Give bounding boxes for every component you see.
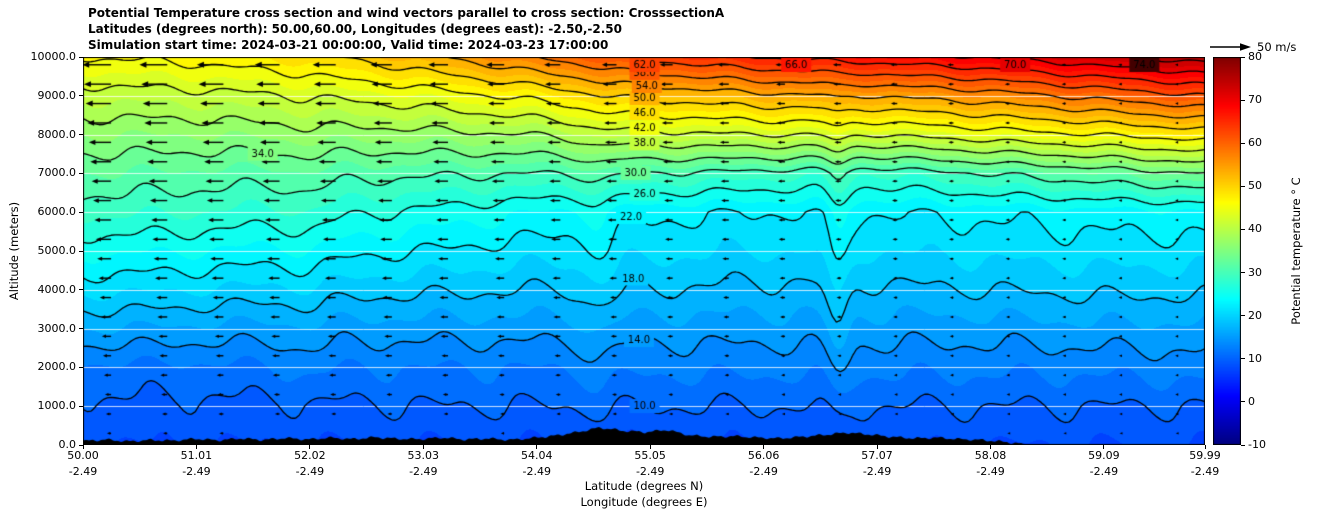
x-tick-mark bbox=[1204, 445, 1206, 449]
colorbar-tick-label: -10 bbox=[1248, 438, 1266, 451]
x-tick-label: 51.01 -2.49 bbox=[180, 449, 213, 478]
y-tick-mark bbox=[79, 289, 83, 291]
colorbar-tick-mark bbox=[1241, 56, 1245, 58]
x-tick-mark bbox=[1103, 445, 1105, 449]
colorbar-tick-label: 70 bbox=[1248, 93, 1262, 107]
y-tick-label: 1000.0 bbox=[37, 399, 77, 413]
x-axis-label-longitude: Longitude (degrees E) bbox=[580, 495, 708, 509]
colorbar-tick-label: 10 bbox=[1248, 351, 1262, 365]
cross-section-plot-canvas bbox=[83, 57, 1205, 445]
y-tick-mark bbox=[79, 328, 83, 330]
chart-title: Potential Temperature cross section and … bbox=[88, 5, 724, 53]
x-tick-mark bbox=[876, 445, 878, 449]
colorbar-tick-label: 60 bbox=[1248, 136, 1262, 150]
x-tick-label: 57.07 -2.49 bbox=[861, 449, 893, 478]
y-tick-label: 4000.0 bbox=[37, 282, 77, 296]
y-tick-mark bbox=[79, 366, 83, 368]
y-tick-mark bbox=[79, 444, 83, 446]
x-tick-mark bbox=[649, 445, 651, 449]
x-tick-label: 56.06 -2.49 bbox=[747, 449, 780, 478]
x-axis-label-latitude: Latitude (degrees N) bbox=[584, 479, 704, 493]
colorbar-tick-label: 0 bbox=[1248, 394, 1255, 408]
x-tick-mark bbox=[536, 445, 538, 449]
x-tick-label: 53.03 -2.49 bbox=[407, 449, 440, 478]
x-tick-label: 54.04 -2.49 bbox=[520, 449, 553, 478]
colorbar-label: Potential temperature ° C bbox=[1289, 177, 1303, 325]
y-tick-label: 10000.0 bbox=[30, 50, 77, 63]
chart-title-line-3: Simulation start time: 2024-03-21 00:00:… bbox=[88, 38, 609, 52]
x-tick-label: 50.00 -2.49 bbox=[67, 449, 99, 478]
colorbar-tick-mark bbox=[1241, 99, 1245, 101]
y-tick-mark bbox=[79, 172, 83, 174]
y-tick-label: 9000.0 bbox=[37, 88, 77, 102]
x-tick-mark bbox=[309, 445, 311, 449]
y-tick-mark bbox=[79, 405, 83, 407]
x-tick-mark bbox=[422, 445, 424, 449]
quiver-key-label: 50 m/s bbox=[1257, 40, 1297, 54]
colorbar-tick-mark bbox=[1241, 228, 1245, 230]
colorbar-tick-mark bbox=[1241, 401, 1245, 403]
y-tick-label: 6000.0 bbox=[37, 205, 77, 219]
colorbar-tick-mark bbox=[1241, 185, 1245, 187]
colorbar-tick-label: 40 bbox=[1248, 222, 1262, 236]
colorbar-tick-label: 20 bbox=[1248, 308, 1262, 322]
x-tick-label: 59.99 -2.49 bbox=[1189, 449, 1221, 478]
y-tick-label: 7000.0 bbox=[37, 166, 77, 180]
x-tick-mark bbox=[763, 445, 765, 449]
quiver-key: 50 m/s bbox=[1209, 40, 1296, 54]
reference-arrow-icon bbox=[1210, 43, 1251, 51]
colorbar-tick-label: 30 bbox=[1248, 265, 1262, 279]
x-tick-mark bbox=[82, 445, 84, 449]
x-tick-label: 55.05 -2.49 bbox=[634, 449, 666, 478]
colorbar-tick-mark bbox=[1241, 358, 1245, 360]
colorbar-tick-mark bbox=[1241, 444, 1245, 446]
colorbar-tick-label: 80 bbox=[1248, 50, 1262, 63]
y-tick-label: 0.0 bbox=[58, 438, 77, 451]
x-tick-label: 52.02 -2.49 bbox=[294, 449, 326, 478]
y-tick-label: 5000.0 bbox=[37, 244, 77, 257]
y-tick-label: 2000.0 bbox=[37, 360, 77, 374]
y-tick-mark bbox=[79, 211, 83, 213]
colorbar-tick-mark bbox=[1241, 272, 1245, 274]
y-tick-mark bbox=[79, 250, 83, 252]
x-tick-mark bbox=[195, 445, 197, 449]
y-tick-label: 8000.0 bbox=[37, 127, 77, 141]
y-tick-mark bbox=[79, 134, 83, 136]
chart-title-line-2: Latitudes (degrees north): 50.00,60.00, … bbox=[88, 22, 622, 36]
colorbar-tick-mark bbox=[1241, 315, 1245, 317]
chart-title-line-1: Potential Temperature cross section and … bbox=[88, 6, 725, 20]
colorbar bbox=[1213, 57, 1241, 445]
x-tick-label: 58.08 -2.49 bbox=[974, 449, 1007, 478]
colorbar-tick-label: 50 bbox=[1248, 179, 1262, 193]
colorbar-tick-mark bbox=[1241, 142, 1245, 144]
x-tick-mark bbox=[989, 445, 991, 449]
y-tick-mark bbox=[79, 56, 83, 58]
x-tick-label: 59.09 -2.49 bbox=[1088, 449, 1120, 478]
y-tick-mark bbox=[79, 95, 83, 97]
y-tick-label: 3000.0 bbox=[37, 321, 77, 335]
